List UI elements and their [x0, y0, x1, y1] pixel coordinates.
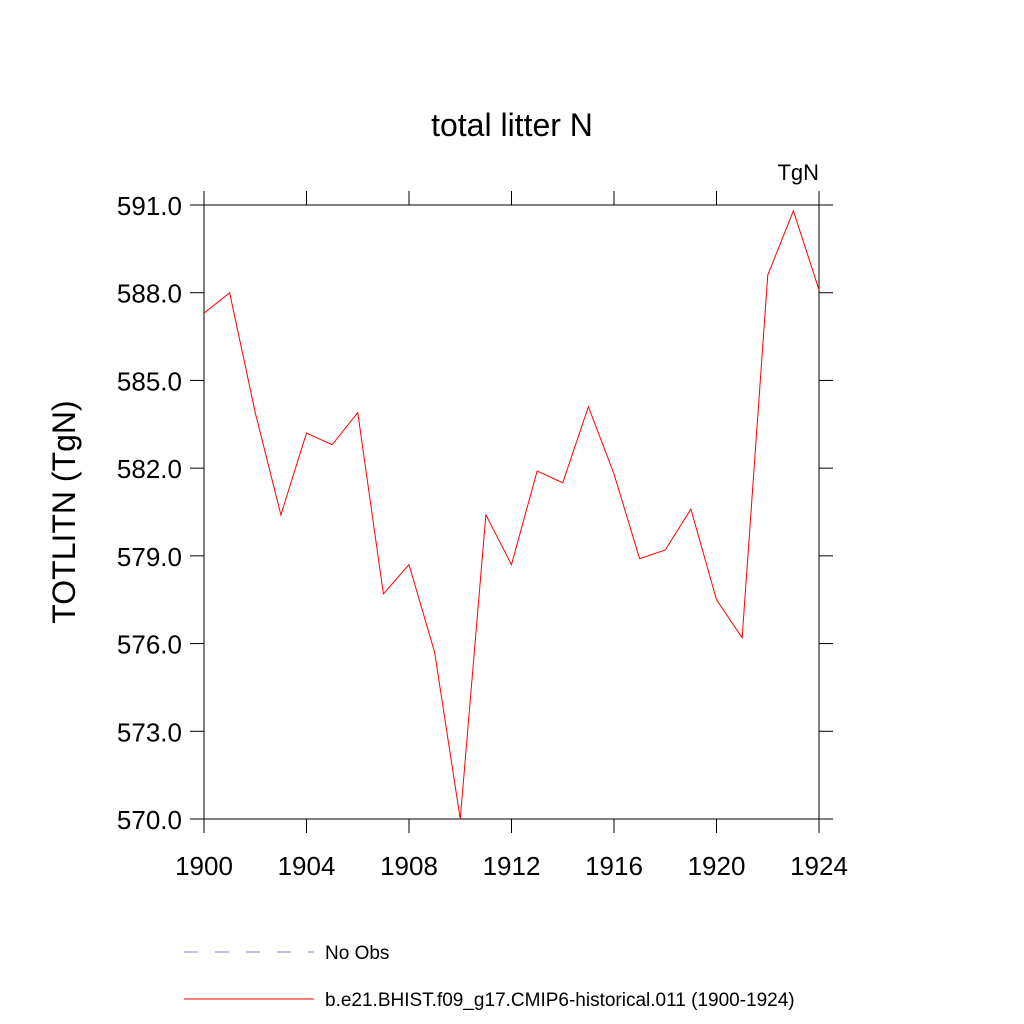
y-tick-label: 576.0 — [117, 630, 182, 660]
y-tick-label: 570.0 — [117, 805, 182, 835]
y-tick-label: 588.0 — [117, 279, 182, 309]
x-tick-label: 1916 — [585, 851, 643, 881]
y-tick-label: 582.0 — [117, 454, 182, 484]
x-tick-label: 1912 — [483, 851, 541, 881]
x-tick-label: 1920 — [688, 851, 746, 881]
legend-label: No Obs — [325, 943, 389, 964]
unit-label: TgN — [777, 160, 819, 185]
chart-title: total litter N — [431, 107, 593, 143]
x-tick-label: 1900 — [175, 851, 233, 881]
x-tick-label: 1924 — [790, 851, 848, 881]
y-tick-label: 573.0 — [117, 717, 182, 747]
x-tick-label: 1908 — [380, 851, 438, 881]
x-tick-label: 1904 — [278, 851, 336, 881]
series-line — [203, 209, 820, 820]
y-tick-label: 585.0 — [117, 366, 182, 396]
legend-label: b.e21.BHIST.f09_g17.CMIP6-historical.011… — [325, 990, 795, 1011]
y-axis-label: TOTLITN (TgN) — [46, 400, 82, 623]
y-tick-label: 591.0 — [117, 191, 182, 221]
plot-frame — [203, 204, 820, 820]
y-tick-label: 579.0 — [117, 542, 182, 572]
